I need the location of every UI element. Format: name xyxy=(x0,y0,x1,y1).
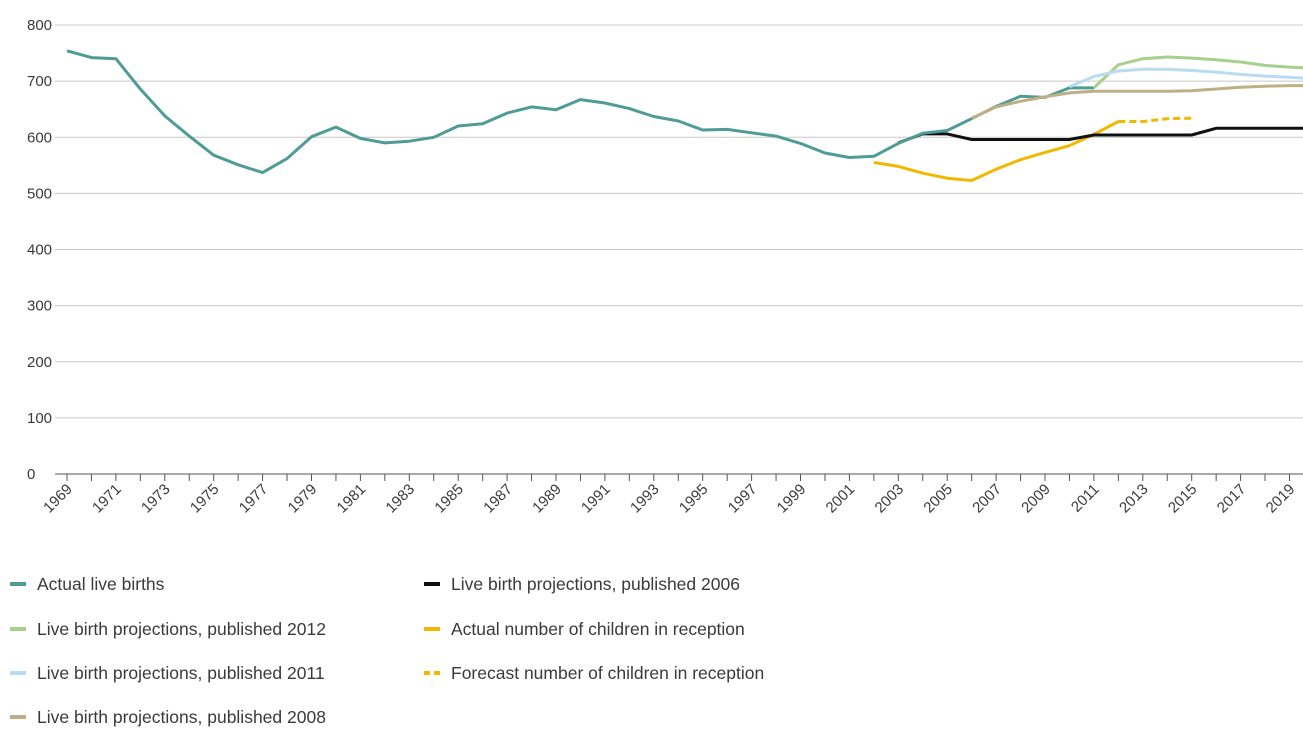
x-tick-label: 1971 xyxy=(89,481,125,517)
x-tick-label: 1985 xyxy=(431,481,467,517)
x-tick-label: 2003 xyxy=(872,481,908,517)
x-tick-label: 1995 xyxy=(676,481,712,517)
y-tick-label: 600 xyxy=(27,129,52,146)
x-tick-label: 1997 xyxy=(725,481,761,517)
y-tick-label: 700 xyxy=(27,73,52,90)
y-tick-label: 400 xyxy=(27,242,52,259)
y-tick-label: 100 xyxy=(27,410,52,427)
x-tick-label: 1975 xyxy=(187,481,223,517)
x-axis-tick-labels: 1969 1971 1973 1975 1977 1979 1981 1983 1985 1987… xyxy=(40,481,1298,517)
x-tick-label: 2015 xyxy=(1165,481,1201,517)
legend-item-projections-2012: Live birth projections, published 2012 xyxy=(10,614,326,644)
legend-item-actual-reception: Actual number of children in reception xyxy=(424,614,745,644)
legend-swatch-forecast-reception xyxy=(424,671,440,675)
x-tick-label: 1983 xyxy=(383,481,419,517)
legend-label: Live birth projections, published 2008 xyxy=(37,706,326,727)
x-tick-label: 1973 xyxy=(138,481,174,517)
series-line-actual-number-of-children-in-reception xyxy=(873,120,1120,182)
x-tick-label: 1969 xyxy=(40,481,76,517)
y-tick-label: 500 xyxy=(27,185,52,202)
legend-item-actual-live-births: Actual live births xyxy=(10,569,164,599)
gridlines xyxy=(55,24,1303,419)
x-tick-label: 1999 xyxy=(774,481,810,517)
x-tick-label: 1993 xyxy=(627,481,663,517)
y-tick-label: 800 xyxy=(27,17,52,34)
x-tick-label: 2005 xyxy=(920,481,956,517)
series-line-live-birth-projections-published-2006 xyxy=(897,126,1303,145)
x-tick-label: 2017 xyxy=(1214,481,1250,517)
legend-swatch-projections-2008 xyxy=(10,715,26,719)
x-tick-label: 1977 xyxy=(236,481,272,517)
series-line-forecast-number-of-children-in-reception xyxy=(1118,116,1192,123)
x-axis xyxy=(55,473,1303,481)
y-tick-label: 0 xyxy=(27,466,35,483)
x-tick-label: 1979 xyxy=(285,481,321,517)
legend-swatch-actual-live-births xyxy=(10,582,26,586)
x-tick-label: 2007 xyxy=(969,481,1005,517)
legend-item-projections-2006: Live birth projections, published 2006 xyxy=(424,569,740,599)
y-axis-tick-labels: 0 100 200 300 400 500 600 700 800 xyxy=(27,17,52,483)
x-tick-label: 2001 xyxy=(823,481,859,517)
legend-label: Forecast number of children in reception xyxy=(451,662,765,683)
legend-item-projections-2008: Live birth projections, published 2008 xyxy=(10,702,326,732)
legend-swatch-actual-reception xyxy=(424,627,440,631)
x-tick-label: 2009 xyxy=(1018,481,1054,517)
y-tick-label: 200 xyxy=(27,354,52,371)
legend-swatch-projections-2012 xyxy=(10,627,26,631)
x-tick-label: 1989 xyxy=(529,481,565,517)
x-tick-label: 1981 xyxy=(334,481,370,517)
legend: Actual live births Live birth projection… xyxy=(0,568,1303,729)
series-line-live-birth-projections-published-2008 xyxy=(970,84,1303,120)
x-tick-label: 1987 xyxy=(480,481,516,517)
series-line-live-birth-projections-published-2011 xyxy=(1068,67,1303,89)
legend-swatch-projections-2011 xyxy=(10,671,26,675)
x-tick-label: 2019 xyxy=(1263,481,1299,517)
x-tick-label: 2011 xyxy=(1068,481,1103,516)
x-tick-label: 1991 xyxy=(578,481,614,517)
legend-item-forecast-reception: Forecast number of children in reception xyxy=(424,658,764,688)
data-series xyxy=(66,49,1303,182)
legend-item-projections-2011: Live birth projections, published 2011 xyxy=(10,658,325,688)
legend-label: Live birth projections, published 2011 xyxy=(37,662,325,683)
legend-label: Actual number of children in reception xyxy=(451,618,745,639)
legend-swatch-projections-2006 xyxy=(424,582,440,586)
legend-label: Actual live births xyxy=(37,573,165,594)
legend-label: Live birth projections, published 2012 xyxy=(37,618,326,639)
x-tick-label: 2013 xyxy=(1116,481,1152,517)
series-line-live-birth-projections-published-2012 xyxy=(1092,55,1303,89)
y-tick-label: 300 xyxy=(27,298,52,315)
legend-label: Live birth projections, published 2006 xyxy=(451,573,740,594)
series-line-actual-live-births xyxy=(66,49,1094,175)
